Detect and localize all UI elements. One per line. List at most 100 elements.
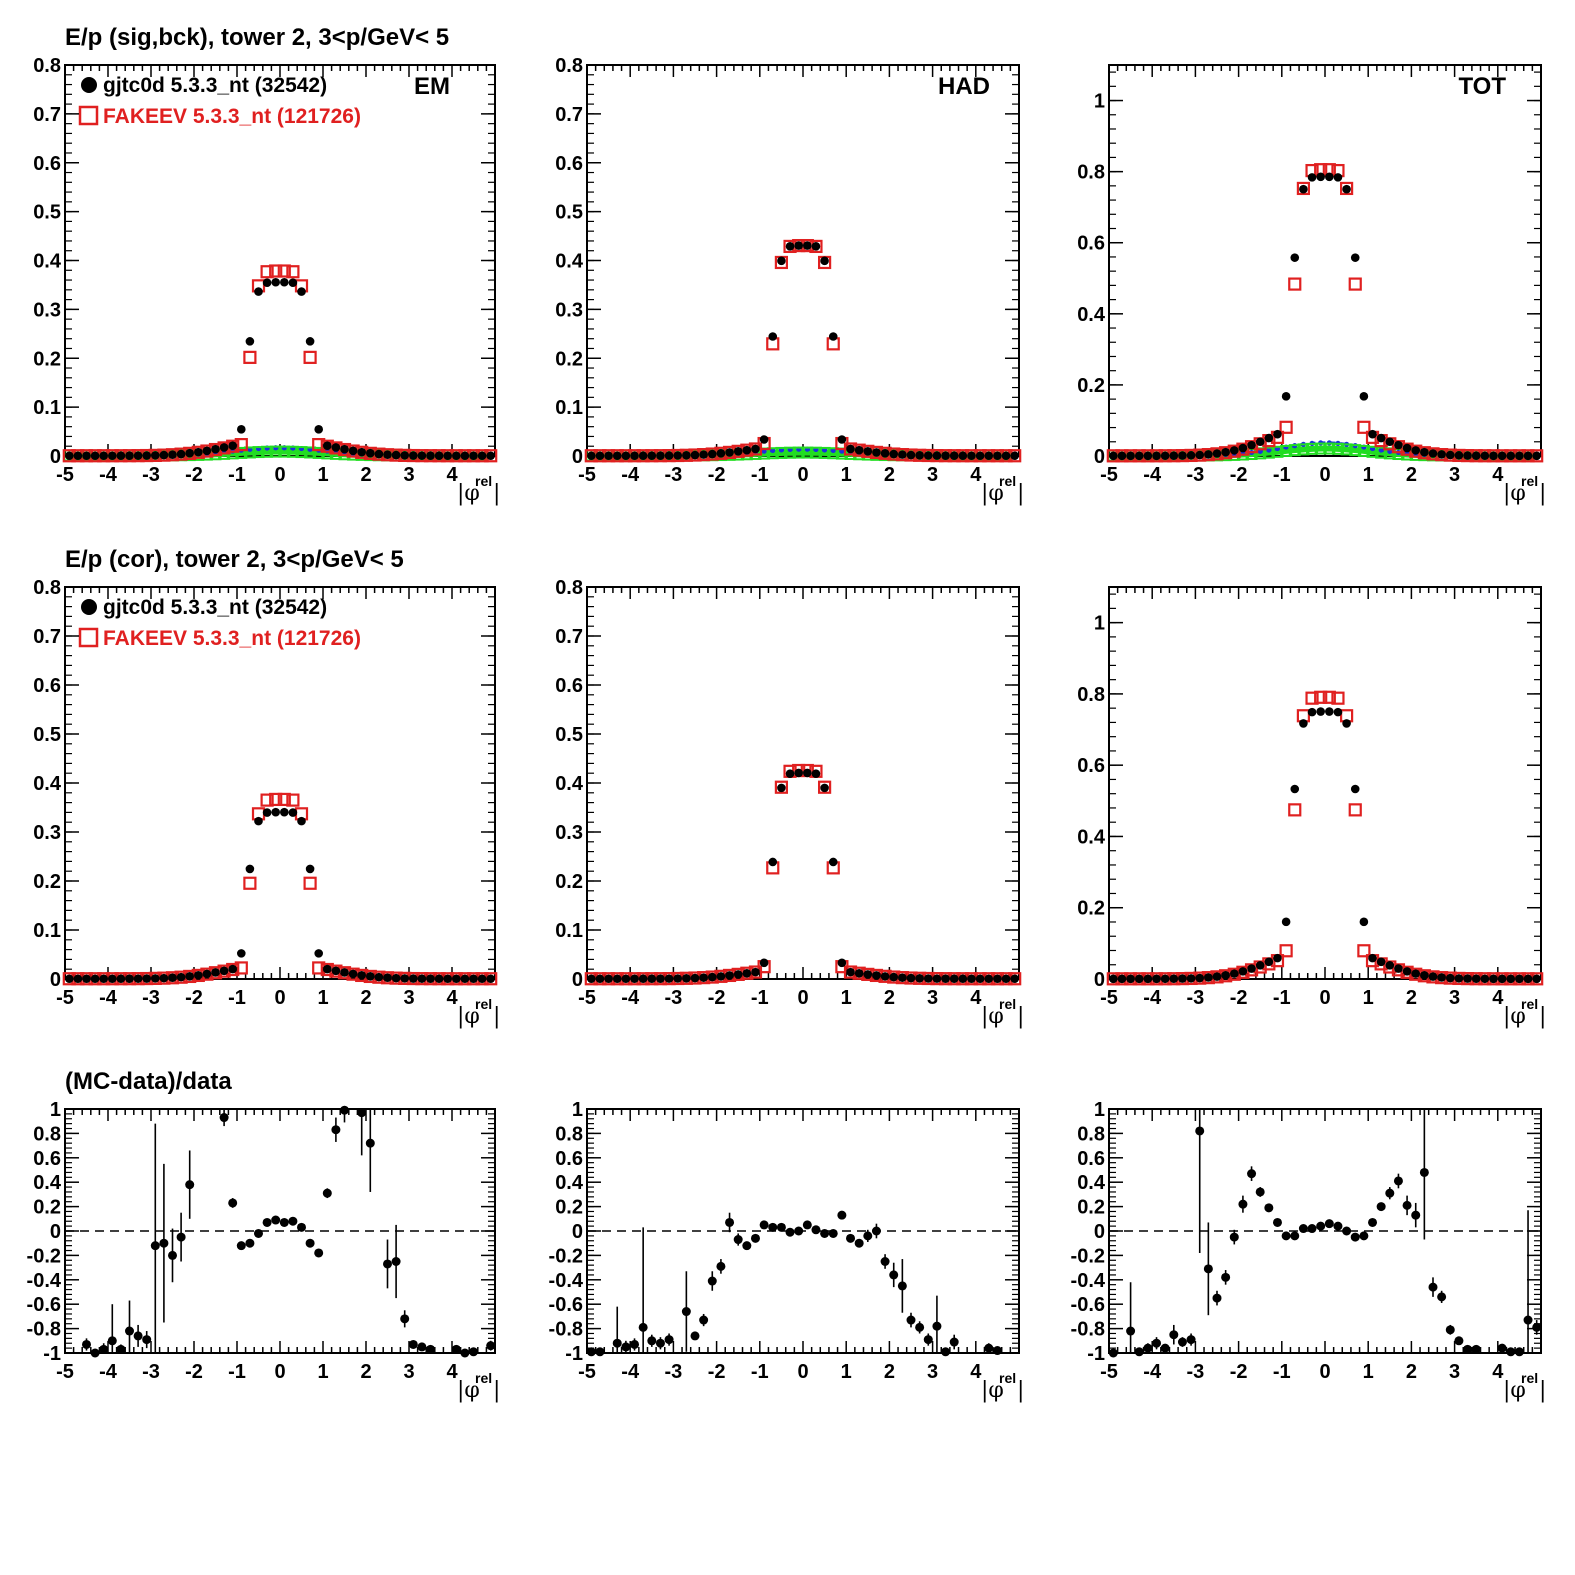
data-point	[1169, 451, 1179, 460]
ratio-point	[107, 1336, 117, 1346]
data-point	[1480, 451, 1490, 461]
data-point	[1316, 707, 1325, 716]
y-tick-label: 0.4	[33, 1172, 62, 1194]
data-point	[1454, 974, 1464, 983]
x-tick-label: -1	[751, 1361, 769, 1383]
data-point	[1325, 707, 1334, 716]
data-point	[1160, 451, 1170, 461]
ratio-point	[125, 1326, 134, 1336]
ratio-point	[586, 1347, 596, 1357]
x-axis-label: |φ	[981, 1378, 1004, 1403]
data-point	[297, 287, 306, 296]
data-point	[1204, 450, 1213, 459]
background-mc-point	[261, 445, 274, 458]
x-tick-label: -5	[56, 987, 74, 1009]
data-point	[751, 444, 760, 454]
data-point	[1385, 961, 1395, 970]
panel-sig,bck-em: -5 -4 -3 -2 -1 0 1 2 3 4 0 0.1 0.2 0.3 0.4 0.5 0.6 0.7 0.8…	[33, 55, 500, 506]
data-point	[1143, 451, 1153, 461]
data-point	[417, 974, 427, 983]
ratio-point	[1393, 1176, 1403, 1186]
data-point	[1264, 957, 1274, 967]
data-point	[1143, 974, 1153, 984]
ratio-point	[690, 1331, 700, 1341]
mc-point	[817, 780, 832, 794]
y-tick-label: 0.2	[555, 348, 583, 370]
data-point	[932, 974, 942, 983]
x-axis-label-sup: rel	[1521, 473, 1538, 489]
data-point	[65, 451, 74, 461]
plot-frame	[1108, 64, 1542, 457]
data-point	[1109, 451, 1118, 461]
x-tick-label: 3	[403, 1361, 414, 1383]
data-point	[460, 451, 470, 461]
data-point	[1229, 446, 1239, 455]
data-point	[202, 446, 212, 456]
y-tick-label: 0.8	[555, 1123, 583, 1145]
x-tick-label: -5	[578, 1361, 596, 1383]
mc-point	[260, 793, 274, 807]
ratio-point	[776, 1222, 786, 1232]
ratio-point	[1203, 1264, 1213, 1274]
ratio-point	[1229, 1232, 1239, 1242]
data-point	[1368, 429, 1377, 439]
data-point	[340, 968, 349, 977]
data-point	[151, 451, 160, 460]
data-point	[357, 970, 367, 980]
y-tick-label: -0.6	[1071, 1294, 1105, 1316]
y-tick-label: 0	[50, 969, 61, 991]
data-point	[803, 241, 812, 250]
ratio-point	[1359, 1231, 1369, 1241]
data-point	[1307, 707, 1317, 717]
ratio-point	[1463, 1344, 1473, 1354]
x-tick-label: 0	[797, 987, 808, 1009]
x-axis-label-close: |	[493, 481, 500, 506]
data-point	[1117, 451, 1127, 461]
data-point	[707, 972, 717, 982]
background-mc-point	[809, 446, 822, 459]
y-tick-label: 0.4	[1077, 826, 1106, 848]
background-mc-point	[1271, 445, 1284, 458]
ratio-point	[638, 1322, 648, 1332]
data-point	[383, 973, 392, 983]
data-point	[673, 451, 683, 460]
data-point	[803, 768, 812, 778]
data-point	[314, 425, 324, 434]
y-tick-label: -0.8	[549, 1319, 583, 1341]
data-point	[984, 451, 994, 461]
mc-point	[243, 876, 257, 890]
x-tick-label: 4	[1492, 987, 1504, 1009]
data-point	[409, 974, 418, 983]
y-tick-label: -1	[43, 1343, 61, 1365]
y-tick-label: -0.2	[549, 1245, 583, 1267]
ratio-point	[802, 1220, 812, 1230]
ratio-point	[254, 1228, 263, 1238]
ratio-point	[1307, 1224, 1317, 1234]
ratio-point	[716, 1261, 726, 1271]
data-point	[941, 451, 950, 460]
data-point	[872, 448, 881, 457]
y-tick-label: 1	[1094, 613, 1105, 635]
x-tick-label: -4	[621, 464, 640, 486]
data-point	[486, 974, 496, 984]
y-tick-label: 0	[50, 446, 61, 468]
data-point	[1212, 449, 1222, 458]
data-point	[477, 974, 487, 984]
background-mc-point	[1340, 443, 1353, 456]
data-point	[1273, 953, 1282, 963]
data-point	[323, 441, 332, 450]
ratio-point	[621, 1342, 631, 1352]
mc-point	[1279, 420, 1293, 434]
x-tick-label: -3	[665, 1361, 683, 1383]
x-tick-label: 1	[841, 464, 852, 486]
mc-point	[303, 876, 317, 890]
y-tick-label: 0.6	[1077, 1148, 1105, 1170]
ratio-point	[116, 1344, 126, 1354]
data-point	[237, 425, 246, 434]
data-point	[297, 816, 306, 826]
y-tick-label: 0.2	[555, 1197, 583, 1219]
x-tick-label: 1	[841, 1361, 852, 1383]
y-tick-label: -0.6	[27, 1294, 61, 1316]
ratio-point	[486, 1341, 496, 1351]
